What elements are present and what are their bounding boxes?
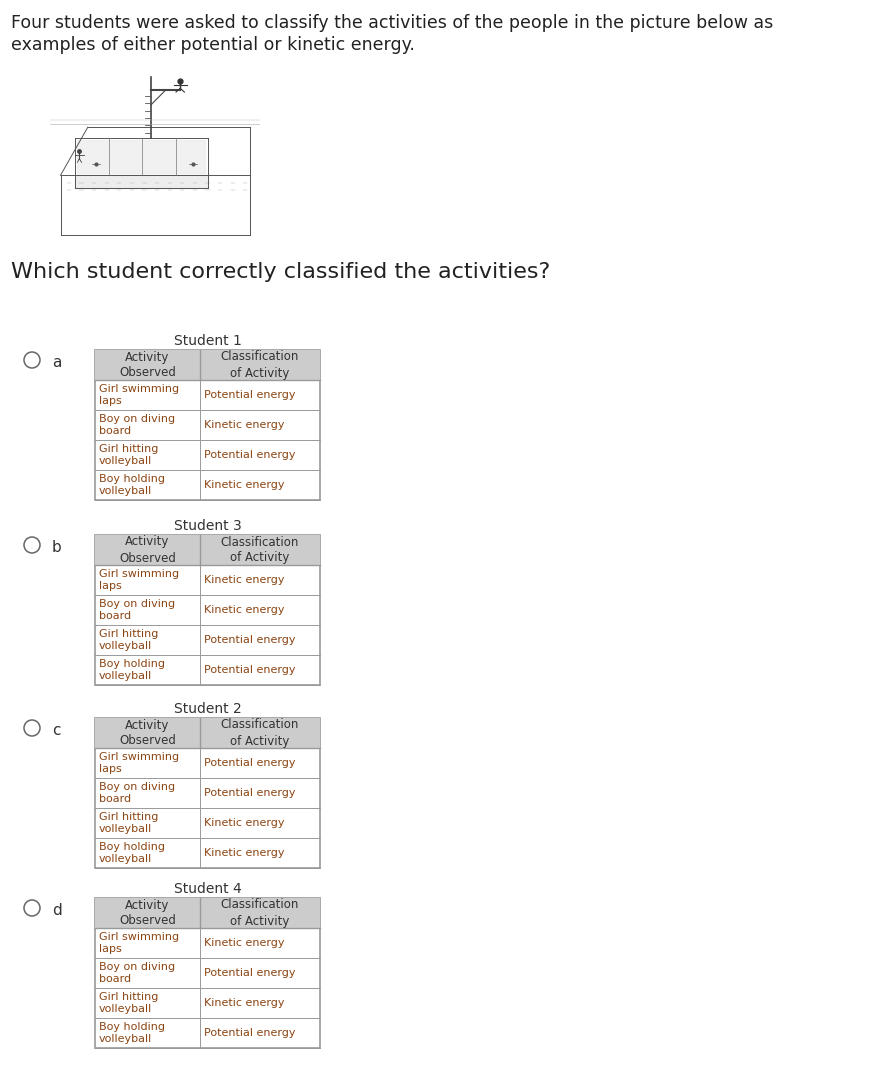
Text: Girl swimming
laps: Girl swimming laps — [99, 752, 179, 774]
Text: Girl hitting
volleyball: Girl hitting volleyball — [99, 629, 158, 651]
Text: d: d — [52, 903, 62, 918]
Text: Kinetic energy: Kinetic energy — [204, 848, 285, 858]
Text: Classification
of Activity: Classification of Activity — [221, 899, 299, 927]
Text: Potential energy: Potential energy — [204, 968, 296, 978]
Text: Activity
Observed: Activity Observed — [119, 718, 176, 747]
Text: Boy on diving
board: Boy on diving board — [99, 782, 175, 804]
Text: Kinetic energy: Kinetic energy — [204, 998, 285, 1007]
Text: Classification
of Activity: Classification of Activity — [221, 535, 299, 565]
Text: Potential energy: Potential energy — [204, 635, 296, 645]
Text: Potential energy: Potential energy — [204, 450, 296, 460]
FancyBboxPatch shape — [95, 535, 320, 685]
Text: Student 2: Student 2 — [173, 702, 241, 716]
Text: c: c — [52, 724, 61, 738]
Text: Activity
Observed: Activity Observed — [119, 350, 176, 380]
Text: Girl hitting
volleyball: Girl hitting volleyball — [99, 444, 158, 466]
Text: Kinetic energy: Kinetic energy — [204, 605, 285, 615]
Text: a: a — [52, 355, 62, 370]
Text: Potential energy: Potential energy — [204, 390, 296, 400]
Text: Activity
Observed: Activity Observed — [119, 899, 176, 927]
FancyBboxPatch shape — [95, 350, 320, 500]
Text: Kinetic energy: Kinetic energy — [204, 574, 285, 585]
Text: Potential energy: Potential energy — [204, 1028, 296, 1038]
FancyBboxPatch shape — [95, 898, 320, 1048]
Bar — [95, 350, 320, 380]
Text: Girl swimming
laps: Girl swimming laps — [99, 569, 179, 591]
Bar — [95, 535, 320, 565]
Text: Girl hitting
volleyball: Girl hitting volleyball — [99, 813, 158, 833]
Text: Boy holding
volleyball: Boy holding volleyball — [99, 842, 165, 864]
Text: Classification
of Activity: Classification of Activity — [221, 718, 299, 747]
Text: Activity
Observed: Activity Observed — [119, 535, 176, 565]
Text: b: b — [52, 540, 62, 555]
Text: Kinetic energy: Kinetic energy — [204, 420, 285, 430]
Text: Classification
of Activity: Classification of Activity — [221, 350, 299, 380]
Text: Boy on diving
board: Boy on diving board — [99, 962, 175, 984]
Text: Potential energy: Potential energy — [204, 665, 296, 675]
Text: Boy holding
volleyball: Boy holding volleyball — [99, 474, 165, 496]
Text: Girl swimming
laps: Girl swimming laps — [99, 932, 179, 954]
Text: Boy on diving
board: Boy on diving board — [99, 599, 175, 621]
Text: Kinetic energy: Kinetic energy — [204, 818, 285, 828]
Bar — [95, 718, 320, 749]
Text: Kinetic energy: Kinetic energy — [204, 480, 285, 490]
FancyBboxPatch shape — [95, 718, 320, 868]
Text: Girl swimming
laps: Girl swimming laps — [99, 384, 179, 406]
Text: Boy on diving
board: Boy on diving board — [99, 415, 175, 436]
Text: Student 3: Student 3 — [173, 519, 241, 533]
Text: Boy holding
volleyball: Boy holding volleyball — [99, 659, 165, 681]
Text: Student 1: Student 1 — [173, 334, 241, 348]
Text: Girl hitting
volleyball: Girl hitting volleyball — [99, 992, 158, 1014]
Text: Which student correctly classified the activities?: Which student correctly classified the a… — [11, 262, 550, 282]
Bar — [95, 898, 320, 928]
Text: Kinetic energy: Kinetic energy — [204, 938, 285, 948]
Text: Potential energy: Potential energy — [204, 788, 296, 798]
Text: Potential energy: Potential energy — [204, 758, 296, 768]
Text: examples of either potential or kinetic energy.: examples of either potential or kinetic … — [11, 36, 415, 54]
Text: Boy holding
volleyball: Boy holding volleyball — [99, 1023, 165, 1043]
Text: Student 4: Student 4 — [173, 882, 241, 897]
Text: Four students were asked to classify the activities of the people in the picture: Four students were asked to classify the… — [11, 14, 773, 32]
